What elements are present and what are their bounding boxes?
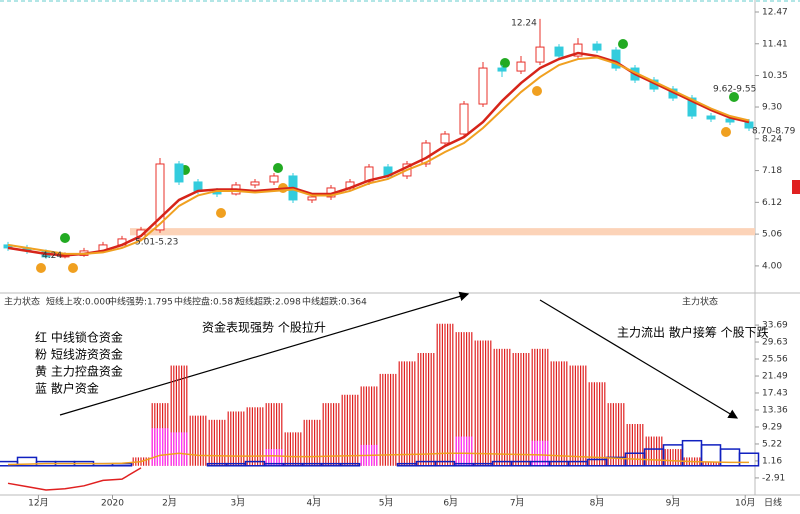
- x-tick-label: 2月: [162, 498, 177, 509]
- sell-icon: [729, 92, 739, 102]
- buy-icon: [36, 263, 46, 273]
- candle-body: [725, 118, 735, 123]
- sell-icon: [60, 233, 70, 243]
- y-tick-label: 10.35: [762, 71, 788, 81]
- y-tick-label: 9.29: [762, 422, 782, 432]
- y-tick-label: 11.41: [762, 39, 788, 49]
- support-band: [130, 228, 755, 236]
- color-key: 蓝 散户资金: [35, 381, 99, 396]
- legend-entry: 主力状态: [4, 296, 40, 308]
- legend-entry: 短线上攻:0.000: [46, 296, 111, 308]
- candle-body: [687, 97, 697, 117]
- candle-body: [497, 67, 507, 72]
- color-key: 黄 主力控盘资金: [35, 364, 123, 379]
- y-tick-label: 6.12: [762, 198, 782, 208]
- legend-entry: 中线超跌:0.364: [302, 296, 367, 308]
- candle-body: [573, 43, 583, 57]
- legend-entry: 短线超跌:2.098: [236, 296, 301, 308]
- candle-body: [592, 43, 602, 51]
- buy-icon: [532, 86, 542, 96]
- candle-body: [459, 103, 469, 135]
- candle-body: [250, 181, 260, 186]
- x-tick-label: 9月: [666, 498, 681, 509]
- candle-body: [174, 163, 184, 183]
- y-tick-label: 8.24: [762, 134, 782, 144]
- price-annotation: 8.70-8.79: [752, 127, 796, 137]
- y-tick-label: 33.69: [762, 321, 788, 331]
- y-tick-label: 5.22: [762, 439, 782, 449]
- indicator-line: [7, 467, 142, 491]
- sell-icon: [273, 163, 283, 173]
- y-tick-label: 1.16: [762, 456, 782, 466]
- x-tick-label: 4月: [307, 498, 322, 509]
- candle-body: [421, 142, 431, 165]
- candle-body: [364, 166, 374, 183]
- x-tick-label: 7月: [510, 498, 525, 509]
- candle-body: [478, 67, 488, 105]
- candle-body: [307, 196, 317, 201]
- period-label: 日线: [764, 497, 782, 509]
- annotation: 主力流出 散户接筹 个股下跌: [617, 325, 769, 340]
- candle-body: [611, 49, 621, 69]
- moving-average: [7, 56, 750, 255]
- x-tick-label: 8月: [590, 498, 605, 509]
- price-annotation: 9.62-9.55: [713, 85, 756, 95]
- candle-body: [269, 175, 279, 183]
- candle-body: [706, 115, 716, 120]
- buy-icon: [721, 127, 731, 137]
- color-key: 粉 短线游资资金: [35, 347, 123, 362]
- y-tick-label: 7.18: [762, 166, 782, 176]
- price-annotation: 5.01-5.23: [135, 238, 178, 248]
- sell-icon: [618, 39, 628, 49]
- side-tab: [792, 180, 800, 194]
- legend-entry: 主力状态: [682, 296, 718, 308]
- signal-icons: [36, 39, 739, 273]
- y-tick-label: 12.47: [762, 7, 788, 17]
- y-tick-label: 21.49: [762, 372, 788, 382]
- buy-icon: [68, 263, 78, 273]
- x-tick-label: 5月: [379, 498, 394, 509]
- x-tick-label: 12月: [28, 498, 48, 509]
- legend-entry: 中线控盘:0.587: [174, 296, 239, 308]
- arrow-down: [539, 299, 739, 419]
- x-tick-label: 6月: [443, 498, 458, 509]
- y-tick-label: 17.43: [762, 388, 788, 398]
- x-tick-label: 10月: [735, 498, 755, 509]
- x-tick-label: 3月: [231, 498, 246, 509]
- y-tick-label: 29.63: [762, 338, 788, 348]
- bar: [339, 462, 361, 467]
- annotation: 资金表现强势 个股拉升: [202, 320, 326, 335]
- y-tick-label: 25.56: [762, 355, 788, 365]
- legend-entry: 中线强势:1.795: [108, 296, 173, 308]
- bar: [738, 452, 760, 467]
- candle-body: [554, 46, 564, 57]
- price-annotation: 12.24: [511, 18, 537, 28]
- candle-body: [155, 163, 165, 231]
- y-tick-label: -2.91: [762, 473, 785, 483]
- color-key: 红 中线锁仓资金: [35, 330, 123, 345]
- candle-body: [516, 61, 526, 72]
- y-tick-label: 4.00: [762, 261, 782, 271]
- price-annotation: 4.24: [42, 251, 62, 261]
- y-tick-label: 5.06: [762, 230, 782, 240]
- candle-body: [440, 133, 450, 144]
- candle-body: [535, 46, 545, 63]
- indicator-line: [7, 452, 749, 466]
- arrow-up: [59, 291, 470, 416]
- y-tick-label: 9.30: [762, 103, 782, 113]
- y-tick-label: 13.36: [762, 405, 788, 415]
- buy-icon: [216, 208, 226, 218]
- x-tick-label: 2020: [101, 499, 124, 509]
